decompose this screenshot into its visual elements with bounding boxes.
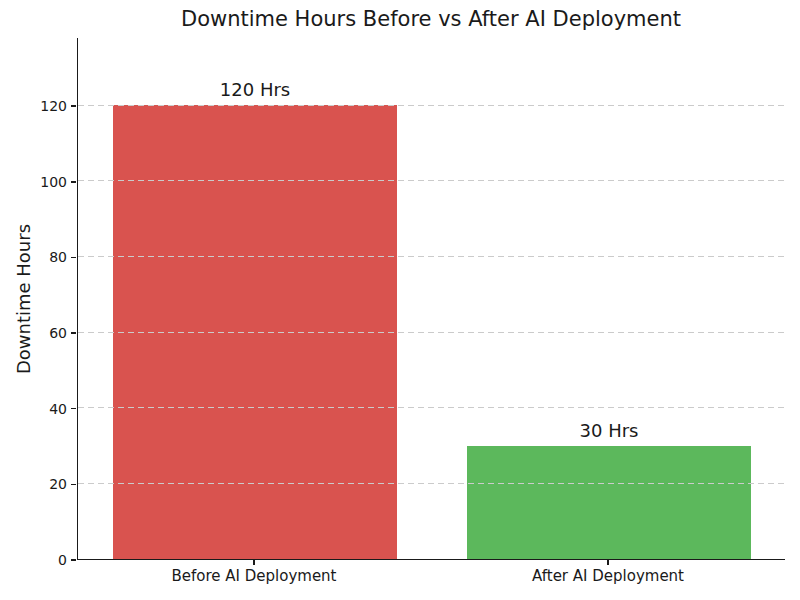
plot-area: 120 Hrs 30 Hrs [77,38,785,560]
gridline-y-100 [78,180,785,181]
bar-value-label-after-ai-deployment: 30 Hrs [529,420,689,441]
gridline-y-40 [78,407,785,408]
y-tick-mark-80 [71,257,76,259]
gridline-y-120 [78,105,785,106]
y-tick-mark-20 [71,484,76,486]
y-tick-label-60: 60 [17,324,67,342]
gridline-y-60 [78,332,785,333]
y-tick-label-80: 80 [17,248,67,266]
gridline-y-80 [78,256,785,257]
x-tick-label-after-ai-deployment: After AI Deployment [458,567,758,585]
bar-value-label-before-ai-deployment: 120 Hrs [175,79,335,100]
y-tick-mark-40 [71,408,76,410]
y-tick-mark-0 [71,559,76,561]
gridline-y-20 [78,483,785,484]
y-tick-mark-100 [71,181,76,183]
y-axis-label: Downtime Hours [12,211,36,387]
chart-title: Downtime Hours Before vs After AI Deploy… [77,7,785,31]
x-tick-mark-before-ai-deployment [253,560,255,565]
bar-after-ai-deployment [467,446,750,559]
y-tick-label-0: 0 [17,551,67,569]
x-tick-label-before-ai-deployment: Before AI Deployment [104,567,404,585]
bar-chart-figure: Downtime Hours Before vs After AI Deploy… [0,0,800,600]
y-tick-mark-120 [71,105,76,107]
y-tick-label-20: 20 [17,475,67,493]
y-tick-label-40: 40 [17,400,67,418]
y-tick-label-100: 100 [17,173,67,191]
x-tick-mark-after-ai-deployment [607,560,609,565]
y-tick-label-120: 120 [17,97,67,115]
y-tick-mark-60 [71,332,76,334]
